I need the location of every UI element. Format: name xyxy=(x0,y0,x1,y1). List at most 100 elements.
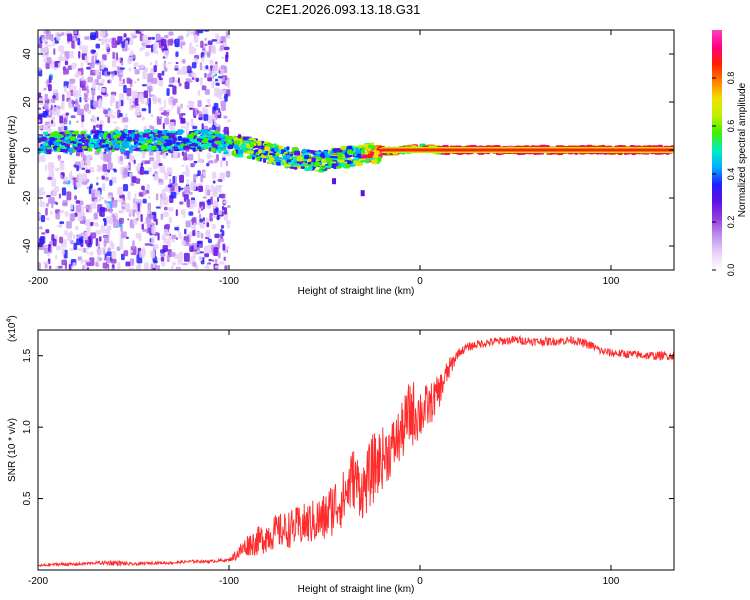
spectrogram-cell xyxy=(172,261,177,266)
spectrogram-cell xyxy=(268,150,272,154)
spectrogram-cell xyxy=(302,148,307,154)
spectrogram-cell xyxy=(197,170,201,177)
spectrogram-cell xyxy=(167,139,172,145)
spectrogram-cell xyxy=(171,146,178,149)
spectrogram-cell xyxy=(145,44,152,49)
spectrogram-cell xyxy=(188,243,192,247)
spectrogram-cell xyxy=(39,226,43,230)
spectrogram-cell xyxy=(111,140,116,145)
spectrogram-cell xyxy=(69,120,72,125)
snr-y-scale-base: (x10 xyxy=(7,322,18,342)
spectrogram-cell xyxy=(126,96,130,101)
spectrogram-cell xyxy=(160,213,164,220)
spectrogram-cell xyxy=(123,250,129,257)
spectrogram-cell xyxy=(211,215,217,218)
spectrogram-cell xyxy=(239,149,244,154)
spectrogram-cell xyxy=(168,234,172,243)
spectrogram-cell xyxy=(335,166,342,169)
x-tick-label: -100 xyxy=(219,576,239,587)
spectrogram-cell xyxy=(183,252,190,262)
spectrogram-cell xyxy=(67,65,73,70)
spectrogram-cell xyxy=(123,145,130,148)
spectrogram-cell xyxy=(192,251,196,259)
spectrogram-cell xyxy=(68,147,74,153)
spectrogram-cell xyxy=(111,200,118,208)
spectrogram-cell xyxy=(324,153,330,159)
spectrogram-cell xyxy=(61,125,65,133)
spectrogram-cell xyxy=(212,188,218,196)
spectrogram-cell xyxy=(103,240,107,247)
spectrogram-cell xyxy=(41,35,46,39)
spectrogram-cell xyxy=(187,153,194,161)
spectrogram-cell xyxy=(101,246,107,250)
spectrogram-cell xyxy=(59,221,65,225)
spectrogram-cell xyxy=(98,198,102,202)
spectrogram-cell xyxy=(59,115,64,124)
spectrogram-cell xyxy=(50,104,53,111)
spectrogram-cell xyxy=(86,267,90,270)
spectrogram-cell xyxy=(227,137,235,140)
snr-y-scale-label: (x104) xyxy=(6,315,18,342)
spectrogram-cell xyxy=(133,62,139,67)
spectrogram-cell xyxy=(190,219,196,222)
spectrogram-cell xyxy=(69,170,73,177)
spectrogram-cell xyxy=(156,138,163,141)
spectrogram-cell xyxy=(94,190,101,198)
spectrogram-cell xyxy=(220,89,227,95)
spectrogram-cell xyxy=(197,146,202,150)
spectrogram-cell xyxy=(95,230,102,235)
spectrogram-cell xyxy=(189,245,194,252)
spectrogram-cell xyxy=(75,200,81,204)
spectrogram-cell xyxy=(130,182,135,187)
spectrogram-cell xyxy=(225,170,231,178)
spectrogram-cell xyxy=(123,84,127,94)
spectrogram-cell xyxy=(368,145,375,149)
spectrogram-cell xyxy=(167,39,173,46)
spectrogram-cell xyxy=(80,131,87,135)
spectrogram-cell xyxy=(81,167,86,170)
spectrogram-cell xyxy=(181,67,184,75)
spectrogram-cell xyxy=(53,89,59,94)
spectrogram-cell xyxy=(225,142,229,147)
spectrogram-cell xyxy=(214,87,220,97)
spectrogram-cell xyxy=(328,162,332,167)
spectrogram-cell xyxy=(48,140,53,146)
spectrogram-cell xyxy=(45,44,48,53)
spectrogram-cell xyxy=(212,75,215,79)
spectrogram-cell xyxy=(132,240,135,250)
spectrogram-cell xyxy=(191,139,195,143)
spectrogram-cell xyxy=(66,91,72,99)
spectrogram-cell xyxy=(121,41,125,49)
spectrogram-cell xyxy=(373,152,379,156)
spectrogram-cell xyxy=(146,211,151,215)
spectrogram-cell xyxy=(121,141,129,147)
spectrogram-cell xyxy=(73,164,77,168)
spectrogram-cell xyxy=(166,88,170,96)
spectrogram-cell xyxy=(197,99,202,108)
spectrogram-cell xyxy=(159,107,165,112)
spectrogram-cell xyxy=(208,127,213,131)
spectrogram-cell xyxy=(47,123,53,127)
spectrogram-cell xyxy=(107,116,111,124)
spectrogram-cell xyxy=(223,46,230,51)
spectrogram-cell xyxy=(78,51,81,59)
spectrogram-cell xyxy=(208,140,215,143)
spectrogram-cell xyxy=(171,151,174,158)
spectrogram-cell xyxy=(353,157,360,161)
spectrogram-cell xyxy=(187,65,191,71)
spectrogram-cell xyxy=(221,56,225,60)
spectrogram-cell xyxy=(77,212,83,222)
spectrogram-cell xyxy=(202,196,207,199)
spectrogram-cell xyxy=(141,116,145,121)
spectrogram-cell xyxy=(233,136,238,141)
spectrogram-cell xyxy=(182,138,190,142)
spectrogram-cell xyxy=(48,75,52,84)
spectrogram-cell xyxy=(118,100,121,109)
spectrogram-cell xyxy=(92,100,99,108)
spectrogram-cell xyxy=(175,209,178,217)
spectrogram-cell xyxy=(67,33,73,42)
spectrogram-cell xyxy=(109,71,116,74)
spectrogram-cell xyxy=(147,133,154,137)
spectrogram-cell xyxy=(96,116,100,121)
spectrogram-cell xyxy=(214,233,220,239)
